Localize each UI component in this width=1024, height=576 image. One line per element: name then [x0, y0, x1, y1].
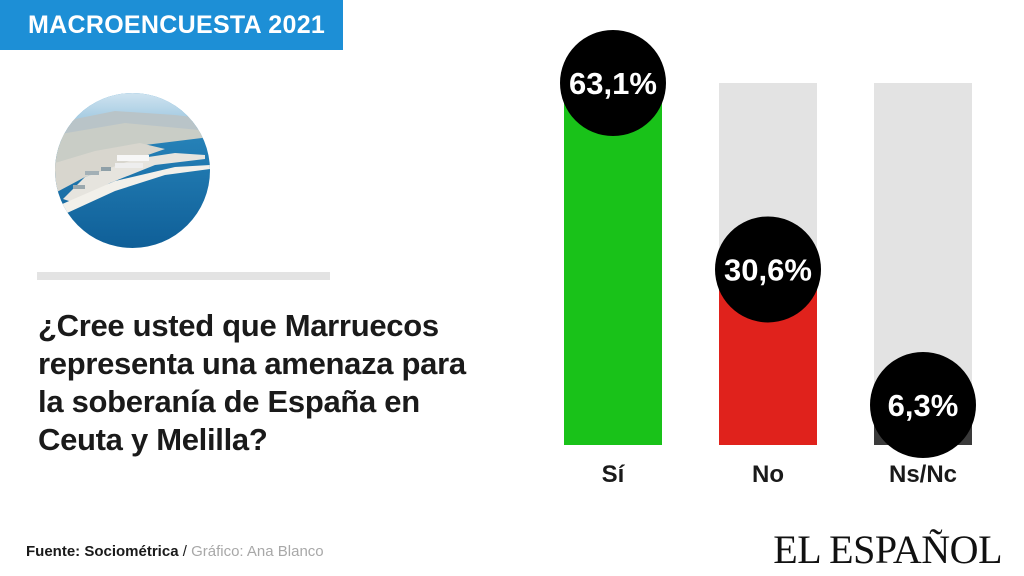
value-bubble-no [715, 216, 821, 323]
source-line: Fuente: Sociométrica / Gráfico: Ana Blan… [26, 543, 324, 560]
value-label-no: 30,6% [724, 252, 812, 287]
source-separator: / [178, 543, 192, 560]
category-label-no: No [752, 461, 784, 488]
graphic-credit: Gráfico: Ana Blanco [191, 543, 324, 560]
port-aerial-photo [55, 93, 210, 248]
category-label-s-: Sí [602, 461, 626, 488]
source-label: Fuente: Sociométrica [26, 543, 179, 560]
header-title: MACROENCUESTA 2021 [0, 0, 343, 50]
survey-question: ¿Cree usted que Marruecos representa una… [38, 308, 466, 457]
category-label-ns-nc: Ns/Nc [889, 461, 957, 488]
bar-s- [564, 83, 662, 445]
value-label-ns-nc: 6,3% [888, 388, 959, 423]
el-espanol-logo: EL ESPAÑOL [773, 527, 1002, 572]
bar-chart: 63,1% Sí 30,6% No 6,3% Ns/Nc [560, 30, 976, 488]
section-divider [37, 272, 330, 280]
value-bubble-s- [560, 30, 666, 136]
value-label-s-: 63,1% [569, 66, 657, 101]
value-bubble-ns-nc [870, 352, 976, 458]
